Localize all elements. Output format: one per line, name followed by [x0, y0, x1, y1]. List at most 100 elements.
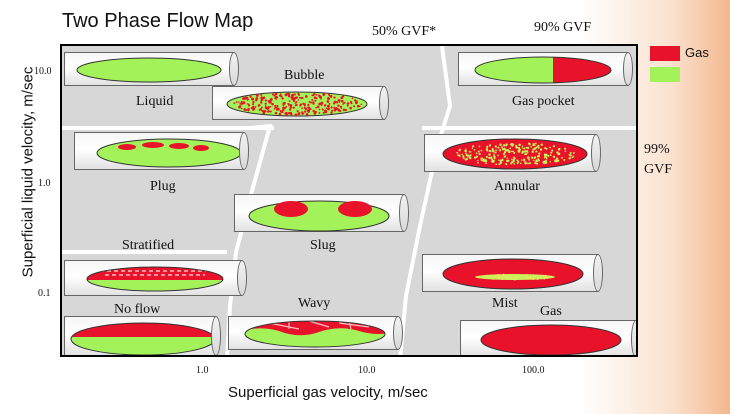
- texture-dot: [558, 147, 561, 151]
- texture-dot: [285, 113, 288, 116]
- texture-dot: [500, 146, 503, 149]
- texture-dot: [286, 92, 289, 95]
- texture-dot: [494, 274, 497, 277]
- texture-dot: [245, 96, 249, 99]
- texture-dot: [274, 111, 278, 115]
- texture-dot: [319, 95, 322, 99]
- texture-dot: [275, 98, 277, 100]
- texture-dot: [536, 278, 539, 280]
- texture-dot: [264, 105, 267, 107]
- texture-dot: [535, 146, 538, 149]
- texture-dot: [285, 105, 288, 108]
- texture-dot: [537, 144, 540, 147]
- texture-dot: [318, 108, 321, 111]
- texture-dot: [552, 155, 556, 159]
- texture-dot: [494, 151, 497, 154]
- texture-dot: [350, 102, 353, 105]
- texture-dot: [294, 113, 298, 117]
- texture-dot: [484, 275, 486, 277]
- texture-dot: [513, 162, 516, 165]
- texture-dot: [240, 102, 244, 105]
- texture-dot: [537, 276, 539, 279]
- texture-dot: [275, 93, 278, 95]
- texture-dot: [310, 101, 313, 104]
- texture-dot: [281, 97, 284, 100]
- texture-dot: [525, 152, 528, 156]
- texture-dot: [499, 161, 503, 164]
- texture-dot: [505, 163, 508, 166]
- texture-dot: [260, 101, 263, 104]
- texture-dot: [530, 156, 534, 159]
- texture-dot: [462, 155, 465, 157]
- texture-dot: [478, 145, 481, 148]
- texture-dot: [537, 146, 540, 149]
- texture-dot: [556, 151, 559, 154]
- texture-dot: [288, 104, 290, 106]
- texture-dot: [549, 154, 552, 157]
- texture-dot: [285, 111, 288, 115]
- texture-dot: [558, 153, 561, 155]
- texture-dot: [314, 99, 317, 102]
- texture-dot: [471, 147, 474, 149]
- texture-dot: [530, 146, 533, 148]
- texture-dot: [498, 163, 501, 166]
- texture-dot: [254, 106, 257, 108]
- texture-dot: [315, 93, 318, 96]
- texture-dot: [331, 109, 334, 112]
- texture-dot: [289, 103, 293, 107]
- texture-dot: [287, 92, 291, 96]
- texture-dot: [322, 93, 325, 97]
- pipe-mist: [422, 254, 603, 292]
- texture-dot: [551, 149, 554, 152]
- texture-dot: [295, 101, 298, 104]
- texture-dot: [240, 107, 243, 110]
- texture-dot: [512, 150, 514, 153]
- texture-dot: [340, 107, 343, 109]
- texture-dot: [304, 107, 308, 111]
- texture-dot: [475, 155, 478, 158]
- texture-dot: [496, 274, 499, 277]
- texture-dot: [275, 106, 278, 109]
- texture-dot: [252, 107, 256, 111]
- texture-dot: [346, 102, 350, 105]
- texture-dot: [525, 151, 527, 153]
- texture-dot: [514, 144, 517, 147]
- texture-dot: [304, 95, 308, 98]
- texture-dot: [475, 152, 478, 155]
- texture-dot: [470, 151, 472, 153]
- texture-dot: [564, 147, 567, 150]
- texture-dot: [526, 156, 530, 159]
- texture-dot: [528, 158, 531, 161]
- texture-dot: [266, 107, 270, 111]
- texture-dot: [322, 111, 325, 114]
- regime-label-no-flow: No flow: [114, 302, 161, 317]
- texture-dot: [457, 154, 459, 156]
- texture-dot: [301, 107, 303, 110]
- texture-dot: [532, 159, 535, 162]
- texture-dot: [526, 146, 530, 150]
- texture-dot: [315, 106, 318, 109]
- texture-dot: [458, 154, 461, 157]
- texture-dot: [572, 155, 575, 158]
- texture-dot: [465, 158, 468, 161]
- texture-dot: [291, 94, 294, 97]
- y-tick-1: 1.0: [38, 178, 51, 189]
- texture-dot: [233, 102, 236, 104]
- texture-dot: [488, 156, 491, 159]
- texture-dot: [262, 111, 266, 115]
- texture-dot: [520, 159, 523, 161]
- texture-dot: [290, 113, 293, 116]
- texture-dot: [509, 147, 512, 150]
- texture-dot: [476, 159, 479, 162]
- texture-dot: [351, 97, 354, 100]
- texture-dot: [278, 94, 282, 97]
- texture-dot: [312, 94, 315, 97]
- texture-dot: [563, 158, 566, 162]
- texture-dot: [264, 102, 267, 105]
- texture-dot: [458, 149, 461, 152]
- texture-dot: [343, 101, 346, 104]
- texture-dot: [526, 152, 529, 154]
- texture-dot: [327, 107, 330, 111]
- texture-dot: [512, 158, 515, 162]
- texture-dot: [297, 112, 301, 116]
